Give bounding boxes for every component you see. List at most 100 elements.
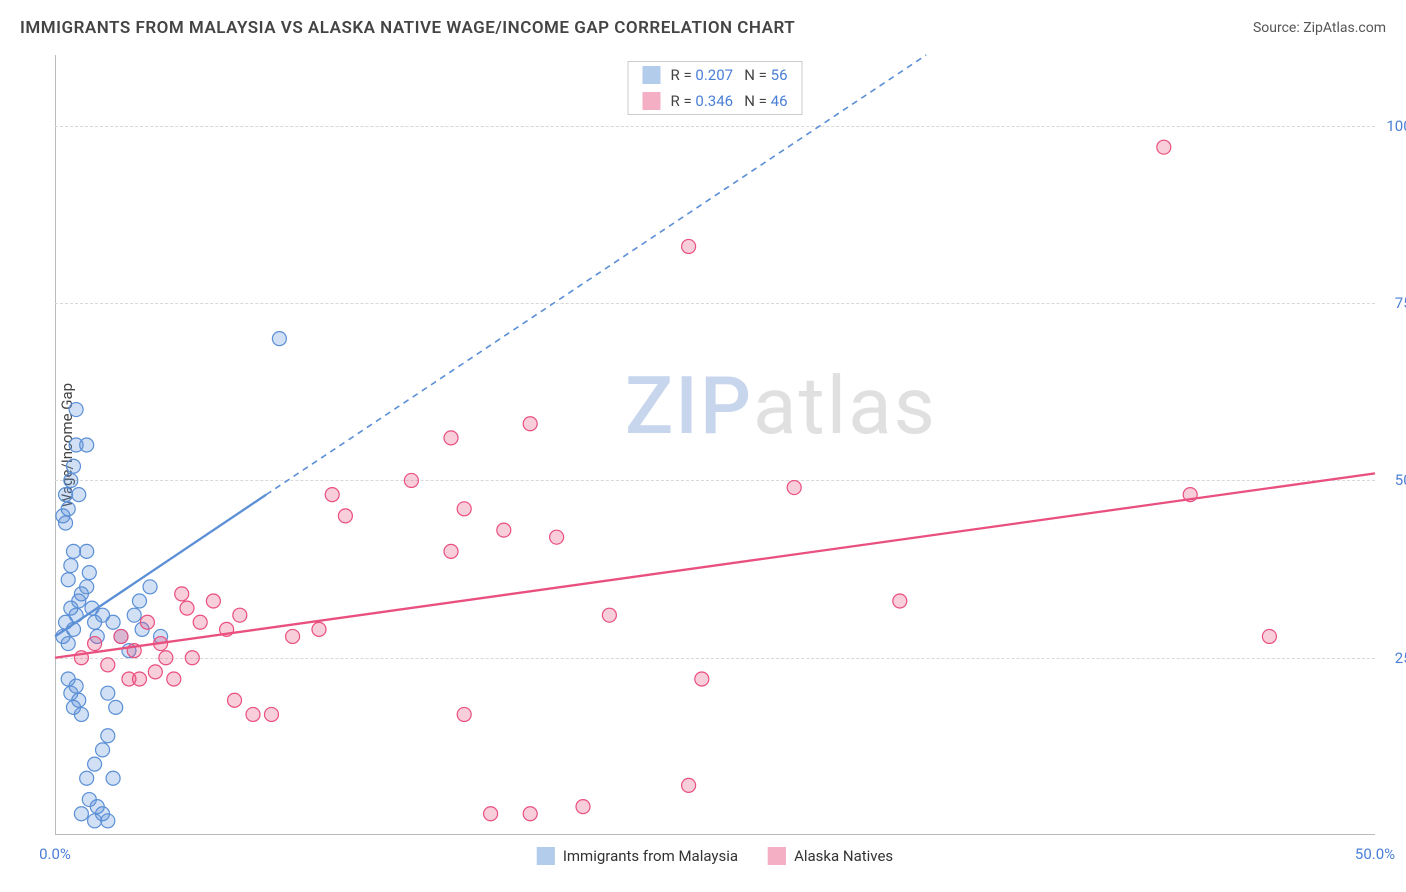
scatter-point-malaysia (61, 637, 75, 651)
scatter-point-malaysia (101, 729, 115, 743)
scatter-point-alaska (193, 615, 207, 629)
source-name: ZipAtlas.com (1303, 20, 1386, 36)
scatter-point-alaska (444, 544, 458, 558)
scatter-point-alaska (88, 637, 102, 651)
scatter-point-alaska (122, 672, 136, 686)
plot-svg (55, 55, 1375, 835)
scatter-point-alaska (457, 502, 471, 516)
scatter-point-malaysia (82, 793, 96, 807)
scatter-point-malaysia (74, 707, 88, 721)
scatter-point-malaysia (74, 807, 88, 821)
scatter-point-malaysia (66, 544, 80, 558)
scatter-point-alaska (523, 417, 537, 431)
y-tick-label: 100.0% (1380, 117, 1406, 135)
scatter-point-malaysia (64, 559, 78, 573)
legend-corr-row-malaysia: R = 0.207 N = 56 (628, 62, 801, 88)
scatter-point-malaysia (109, 700, 123, 714)
legend-series-item-alaska: Alaska Natives (768, 847, 893, 865)
scatter-point-malaysia (101, 686, 115, 700)
header: IMMIGRANTS FROM MALAYSIA VS ALASKA NATIV… (20, 18, 1386, 48)
scatter-point-alaska (682, 239, 696, 253)
scatter-point-alaska (550, 530, 564, 544)
scatter-point-alaska (602, 608, 616, 622)
scatter-point-alaska (325, 488, 339, 502)
scatter-point-malaysia (69, 403, 83, 417)
y-tick-label: 50.0% (1380, 471, 1406, 489)
scatter-point-malaysia (132, 594, 146, 608)
trend-line-dash-malaysia (266, 55, 926, 495)
scatter-point-alaska (497, 523, 511, 537)
legend-swatch (768, 847, 786, 865)
legend-swatch (537, 847, 555, 865)
scatter-point-malaysia (106, 771, 120, 785)
scatter-point-alaska (312, 622, 326, 636)
scatter-point-alaska (167, 672, 181, 686)
legend-series-label: Immigrants from Malaysia (563, 847, 738, 865)
scatter-point-alaska (159, 651, 173, 665)
scatter-point-alaska (148, 665, 162, 679)
scatter-point-alaska (114, 629, 128, 643)
scatter-point-alaska (264, 707, 278, 721)
scatter-point-malaysia (106, 615, 120, 629)
chart-title: IMMIGRANTS FROM MALAYSIA VS ALASKA NATIV… (20, 18, 795, 38)
scatter-point-alaska (695, 672, 709, 686)
source-attribution: Source: ZipAtlas.com (1253, 20, 1386, 36)
scatter-point-malaysia (72, 693, 86, 707)
y-tick-label: 75.0% (1380, 294, 1406, 312)
scatter-point-malaysia (127, 608, 141, 622)
scatter-point-alaska (404, 473, 418, 487)
scatter-point-alaska (1262, 629, 1276, 643)
scatter-point-malaysia (143, 580, 157, 594)
scatter-point-alaska (233, 608, 247, 622)
scatter-point-malaysia (64, 473, 78, 487)
scatter-point-alaska (484, 807, 498, 821)
scatter-point-malaysia (80, 771, 94, 785)
scatter-point-alaska (1157, 140, 1171, 154)
trend-line-alaska (55, 473, 1375, 657)
scatter-point-alaska (787, 481, 801, 495)
y-tick-label: 25.0% (1380, 649, 1406, 667)
source-prefix: Source: (1253, 20, 1303, 36)
legend-corr-text: R = 0.346 N = 46 (670, 92, 787, 110)
scatter-point-alaska (286, 629, 300, 643)
x-tick-label: 0.0% (39, 845, 71, 863)
scatter-point-malaysia (96, 743, 110, 757)
legend-corr-row-alaska: R = 0.346 N = 46 (628, 88, 801, 114)
legend-corr-text: R = 0.207 N = 56 (670, 66, 787, 84)
legend-correlation: R = 0.207 N = 56 R = 0.346 N = 46 (627, 61, 802, 115)
scatter-point-malaysia (61, 573, 75, 587)
legend-swatch (642, 92, 660, 110)
scatter-point-alaska (140, 615, 154, 629)
scatter-point-alaska (523, 807, 537, 821)
scatter-point-alaska (206, 594, 220, 608)
scatter-point-malaysia (272, 332, 286, 346)
legend-series: Immigrants from Malaysia Alaska Natives (537, 847, 893, 865)
scatter-point-alaska (185, 651, 199, 665)
scatter-point-alaska (576, 800, 590, 814)
scatter-point-alaska (228, 693, 242, 707)
scatter-point-malaysia (72, 488, 86, 502)
scatter-point-alaska (338, 509, 352, 523)
scatter-point-alaska (175, 587, 189, 601)
legend-series-label: Alaska Natives (794, 847, 893, 865)
scatter-point-malaysia (80, 438, 94, 452)
x-tick-label: 50.0% (1355, 845, 1395, 863)
scatter-point-alaska (444, 431, 458, 445)
scatter-point-malaysia (80, 580, 94, 594)
scatter-point-malaysia (80, 544, 94, 558)
scatter-point-alaska (180, 601, 194, 615)
scatter-point-malaysia (66, 459, 80, 473)
scatter-point-alaska (682, 778, 696, 792)
legend-swatch (642, 66, 660, 84)
scatter-point-malaysia (82, 566, 96, 580)
scatter-point-malaysia (101, 814, 115, 828)
scatter-point-alaska (246, 707, 260, 721)
scatter-point-alaska (893, 594, 907, 608)
chart-area: Wage/Income Gap 25.0%50.0%75.0%100.0% 0.… (55, 55, 1375, 835)
scatter-point-malaysia (56, 509, 70, 523)
plot-region: 25.0%50.0%75.0%100.0% 0.0%50.0% ZIPatlas… (55, 55, 1375, 835)
scatter-point-alaska (101, 658, 115, 672)
scatter-point-malaysia (59, 488, 73, 502)
scatter-point-malaysia (69, 679, 83, 693)
scatter-point-alaska (457, 707, 471, 721)
